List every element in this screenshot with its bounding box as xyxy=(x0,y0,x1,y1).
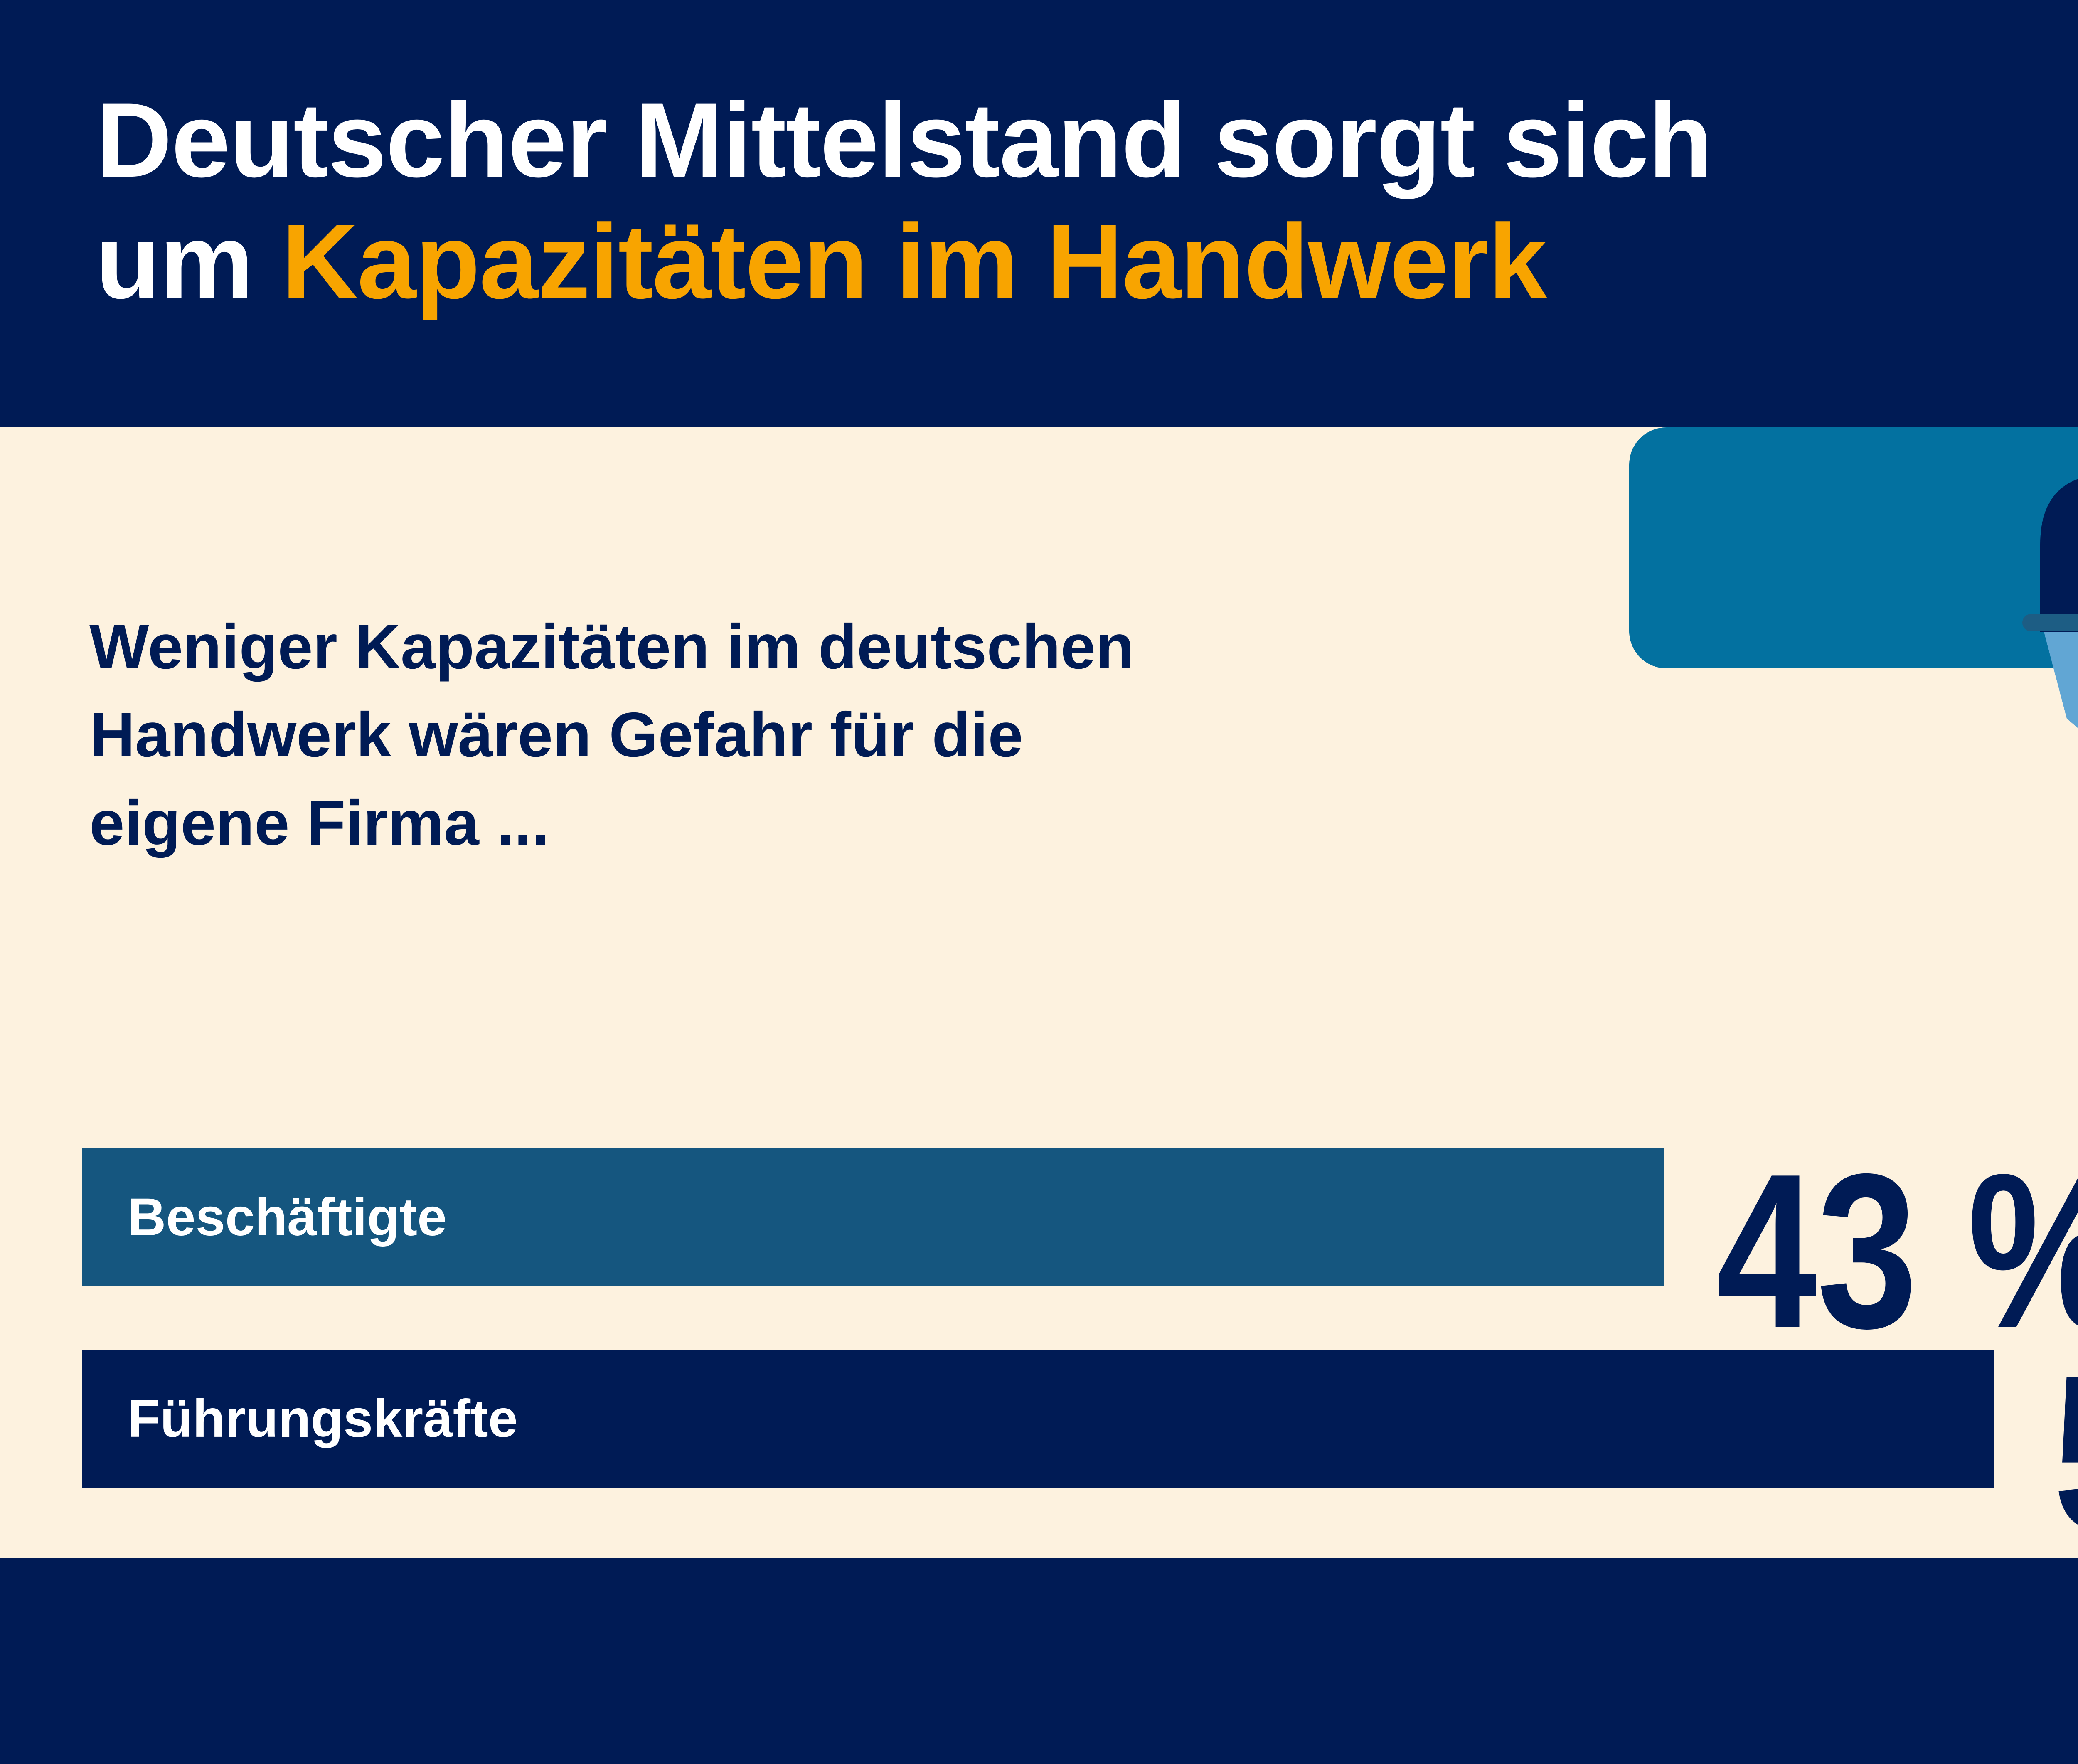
chart-title-line1: Weniger Kapazitäten im deutschen xyxy=(89,611,1135,682)
chart-title: Weniger Kapazitäten im deutschen Handwer… xyxy=(89,603,1134,867)
title-line1: Deutscher Mittelstand sorgt sich xyxy=(96,81,1713,200)
bar-label-beschaeftigte: Beschäftigte xyxy=(128,1187,447,1247)
bar-beschaeftigte: Beschäftigte xyxy=(82,1148,1664,1286)
value-label-beschaeftigte: 43 % xyxy=(1716,1128,2078,1374)
page-title: Deutscher Mittelstand sorgt sich um Kapa… xyxy=(96,80,1713,323)
chart-title-line3: eigene Firma ... xyxy=(89,788,549,858)
saw-guard-bar xyxy=(2022,614,2078,631)
title-line2: um Kapazitäten im Handwerk xyxy=(96,201,1712,323)
value-label-fuehrungskraefte: 52 % xyxy=(2053,1343,2078,1563)
bar-fuehrungskraefte: Führungskräfte xyxy=(82,1350,1994,1488)
bar-label-fuehrungskraefte: Führungskräfte xyxy=(128,1389,518,1449)
title-line2-highlight: Kapazitäten im Handwerk xyxy=(281,202,1547,321)
saw-handle-icon xyxy=(2040,479,2078,632)
title-line2-prefix: um xyxy=(96,202,282,321)
header-band: Deutscher Mittelstand sorgt sich um Kapa… xyxy=(0,0,2078,427)
footer-band: Quelle: Fokus Mittelstand: R+V Resilienz… xyxy=(0,1558,2078,1764)
tool-board xyxy=(1629,427,2078,668)
chart-title-line2: Handwerk wären Gefahr für die xyxy=(89,700,1023,770)
